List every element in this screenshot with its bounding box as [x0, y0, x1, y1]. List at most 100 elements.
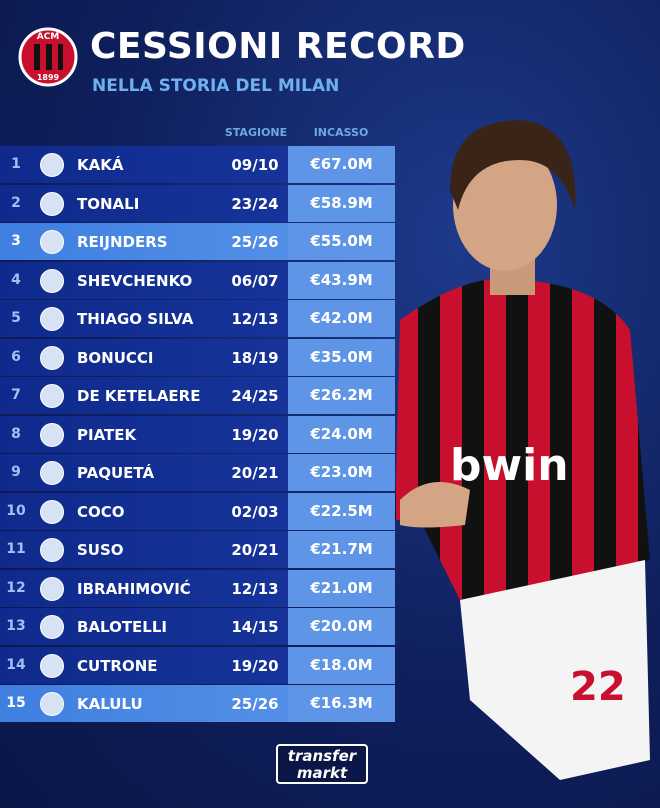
- table-row: 11 SUSO 20/21 €21.7M: [0, 531, 395, 568]
- table-row: 15 KALULU 25/26 €16.3M: [0, 685, 395, 722]
- player-name: TONALI: [77, 194, 140, 213]
- table-row: 3 REIJNDERS 25/26 €55.0M: [0, 223, 395, 260]
- player-name: THIAGO SILVA: [77, 310, 194, 328]
- brand-text: transfer: [287, 747, 357, 765]
- fee: €21.7M: [288, 531, 395, 568]
- rank: 8: [11, 425, 21, 442]
- table: 1 KAKÁ 09/10 €67.0M 2 TONALI 23/24 €58.9M 3 REIJN…: [0, 146, 395, 724]
- table-row: 4 SHEVCHENKO 06/07 €43.9M: [0, 261, 395, 299]
- season: 25/26: [231, 233, 279, 251]
- logo-year: 1899: [37, 73, 60, 82]
- club-crest: [40, 615, 64, 639]
- table-row: 12 IBRAHIMOVIĆ 12/13 €21.0M: [0, 569, 395, 607]
- rank: 6: [11, 348, 21, 365]
- rank: 3: [11, 233, 21, 249]
- table-row: 13 BALOTELLI 14/15 €20.0M: [0, 608, 395, 645]
- club-crest: [40, 653, 64, 678]
- season: 20/21: [231, 541, 279, 559]
- season: 14/15: [231, 618, 279, 636]
- logo-text: ACM: [37, 32, 60, 42]
- club-crest: [40, 692, 64, 716]
- fee: €22.5M: [288, 492, 395, 530]
- rank: 13: [6, 618, 26, 634]
- season: 24/25: [231, 387, 279, 405]
- club-crest: [40, 230, 64, 254]
- season: 06/07: [231, 271, 279, 290]
- season: 19/20: [231, 656, 279, 675]
- rank: 2: [11, 194, 21, 211]
- fee: €21.0M: [288, 569, 395, 607]
- table-row: 8 PIATEK 19/20 €24.0M: [0, 415, 395, 453]
- rank: 5: [11, 310, 21, 326]
- club-crest: [40, 153, 64, 177]
- fee: €58.9M: [288, 184, 395, 222]
- rank: 12: [6, 579, 26, 596]
- player-name: CUTRONE: [77, 656, 158, 675]
- club-crest: [40, 499, 64, 524]
- svg-text:bwin: bwin: [450, 440, 569, 491]
- player-name: SUSO: [77, 541, 124, 559]
- brand-text: markt: [296, 764, 348, 782]
- rank: 11: [6, 541, 26, 557]
- season: 19/20: [231, 425, 279, 444]
- season: 12/13: [231, 579, 279, 598]
- club-crest: [40, 422, 64, 447]
- club-crest: [40, 307, 64, 331]
- player-name: SHEVCHENKO: [77, 271, 193, 290]
- season: 20/21: [231, 464, 279, 482]
- player-name: COCO: [77, 502, 125, 521]
- player-name: BONUCCI: [77, 348, 154, 367]
- table-row: 10 COCO 02/03 €22.5M: [0, 492, 395, 530]
- player-name: PAQUETÁ: [77, 464, 155, 482]
- season: 23/24: [231, 194, 279, 213]
- table-row: 9 PAQUETÁ 20/21 €23.0M: [0, 454, 395, 491]
- rank: 4: [11, 271, 21, 288]
- fee: €35.0M: [288, 338, 395, 376]
- player-name: DE KETELAERE: [77, 387, 201, 405]
- club-crest: [40, 268, 64, 293]
- fee: €55.0M: [288, 223, 395, 260]
- club-crest: [40, 576, 64, 601]
- season: 09/10: [231, 156, 279, 174]
- column-header: STAGIONE: [224, 126, 288, 139]
- player-name: IBRAHIMOVIĆ: [77, 579, 191, 598]
- club-crest: [40, 538, 64, 562]
- rank: 15: [6, 695, 26, 711]
- rank: 7: [11, 387, 21, 403]
- club-crest: [40, 191, 64, 216]
- fee: €16.3M: [288, 685, 395, 722]
- rank: 1: [11, 156, 21, 172]
- table-row: 6 BONUCCI 18/19 €35.0M: [0, 338, 395, 376]
- table-row: 14 CUTRONE 19/20 €18.0M: [0, 646, 395, 684]
- fee: €24.0M: [288, 415, 395, 453]
- table-row: 2 TONALI 23/24 €58.9M: [0, 184, 395, 222]
- subtitle: NELLA STORIA DEL MILAN: [92, 76, 340, 96]
- svg-text:22: 22: [570, 664, 626, 710]
- fee: €18.0M: [288, 646, 395, 684]
- title: CESSIONI RECORD: [90, 26, 466, 67]
- club-crest: [40, 461, 64, 485]
- rank: 9: [11, 464, 21, 480]
- column-header: INCASSO: [313, 126, 369, 139]
- fee: €67.0M: [288, 146, 395, 183]
- player-name: REIJNDERS: [77, 233, 168, 251]
- player-name: KALULU: [77, 695, 143, 713]
- club-crest: [40, 345, 64, 370]
- fee: €20.0M: [288, 608, 395, 645]
- season: 02/03: [231, 502, 279, 521]
- player-name: PIATEK: [77, 425, 137, 444]
- season: 25/26: [231, 695, 279, 713]
- table-row: 7 DE KETELAERE 24/25 €26.2M: [0, 377, 395, 414]
- season: 18/19: [231, 348, 279, 367]
- fee: €43.9M: [288, 261, 395, 299]
- rank: 10: [6, 502, 26, 519]
- club-crest: [40, 384, 64, 408]
- table-row: 1 KAKÁ 09/10 €67.0M: [0, 146, 395, 183]
- table-row: 5 THIAGO SILVA 12/13 €42.0M: [0, 300, 395, 337]
- fee: €42.0M: [288, 300, 395, 337]
- brand-logo: transfer markt: [276, 744, 368, 784]
- player-name: BALOTELLI: [77, 618, 167, 636]
- season: 12/13: [231, 310, 279, 328]
